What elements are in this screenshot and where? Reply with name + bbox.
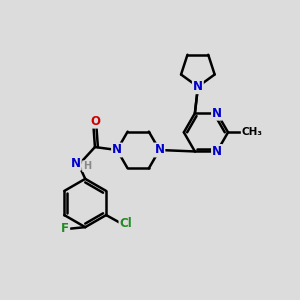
Text: N: N xyxy=(212,145,222,158)
Text: CH₃: CH₃ xyxy=(242,127,263,137)
Text: Cl: Cl xyxy=(119,218,132,230)
Text: N: N xyxy=(193,80,203,93)
Text: N: N xyxy=(212,107,222,120)
Text: H: H xyxy=(83,161,91,171)
Text: F: F xyxy=(61,222,69,235)
Text: O: O xyxy=(90,115,100,128)
Text: N: N xyxy=(71,157,81,170)
Text: N: N xyxy=(112,143,122,157)
Text: N: N xyxy=(154,143,164,157)
